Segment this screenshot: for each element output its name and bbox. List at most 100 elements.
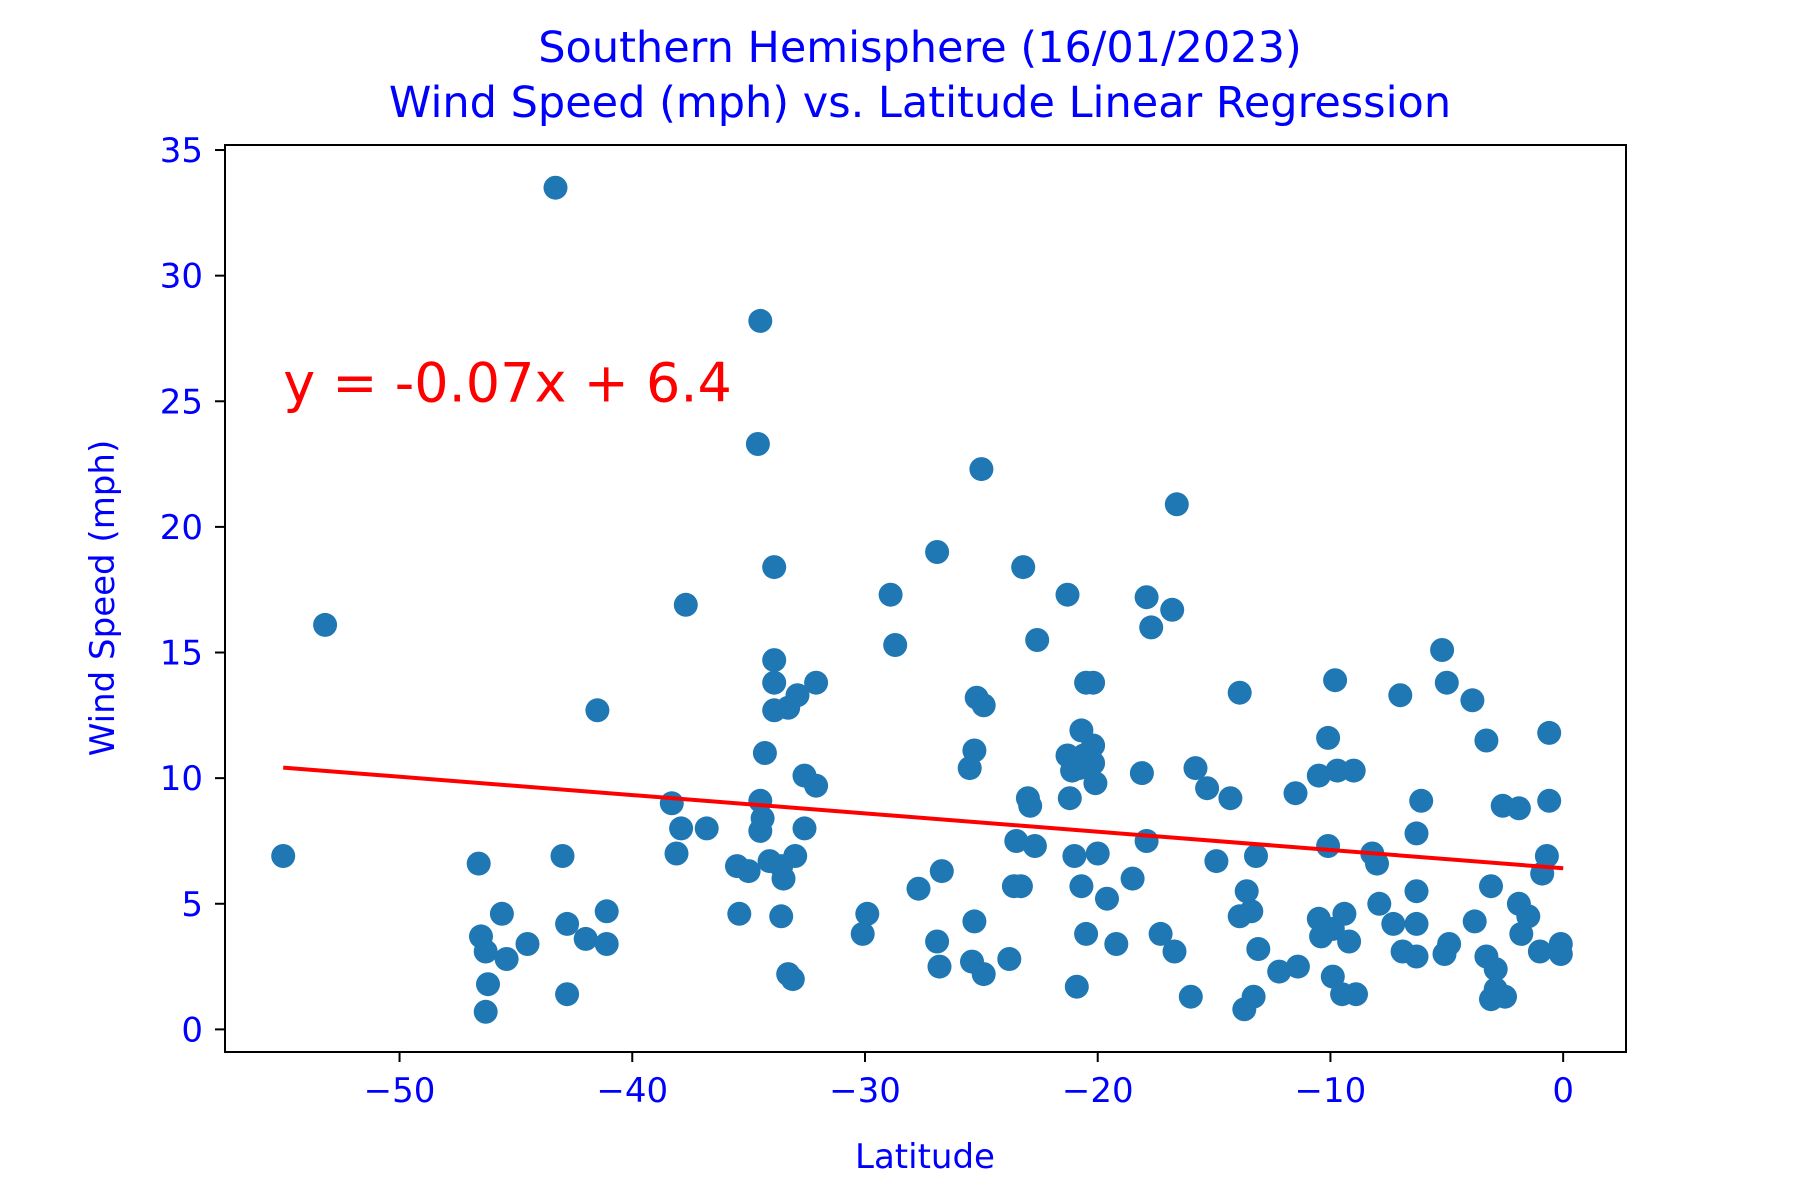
scatter-point	[585, 698, 610, 723]
scatter-point	[925, 929, 950, 954]
scatter-point	[783, 844, 808, 868]
y-axis: 0 5 10 15 20 25 30 35	[160, 131, 225, 1050]
scatter-point	[1239, 899, 1264, 924]
scatter-point	[555, 982, 580, 1007]
scatter-point	[1404, 944, 1429, 969]
scatter-point	[971, 693, 996, 718]
scatter-point	[1527, 939, 1552, 964]
scatter-point	[1430, 638, 1455, 662]
plot-frame	[224, 144, 1627, 1053]
scatter-point	[1081, 670, 1106, 695]
scatter-point	[1285, 954, 1310, 979]
x-tick-label: −40	[596, 1071, 668, 1111]
scatter-point	[1004, 829, 1029, 853]
scatter-point	[1548, 942, 1573, 966]
scatter-point	[1064, 974, 1089, 999]
scatter-point	[962, 909, 987, 934]
scatter-point	[1227, 680, 1252, 705]
scatter-point	[1367, 891, 1392, 916]
scatter-point	[1267, 959, 1292, 984]
scatter-point	[1246, 937, 1271, 961]
scatter-point	[969, 457, 994, 482]
scatter-point	[594, 932, 619, 956]
scatter-point	[1241, 984, 1266, 1009]
scatter-point	[1083, 771, 1108, 796]
scatter-point	[1516, 904, 1541, 929]
scatter-point	[1134, 585, 1159, 610]
scatter-point	[1018, 793, 1043, 818]
regression-equation: y = -0.07x + 6.4	[283, 351, 732, 414]
scatter-point	[555, 911, 580, 936]
scatter-point	[1506, 796, 1531, 821]
scatter-point	[962, 738, 987, 763]
scatter-point	[1148, 921, 1173, 946]
scatter-point	[1537, 788, 1562, 813]
scatter-point	[1074, 921, 1099, 946]
scatter-point	[762, 648, 787, 673]
scatter-point	[1320, 964, 1345, 989]
y-tick-label: 20	[160, 508, 203, 548]
scatter-point	[850, 921, 875, 946]
scatter-point	[748, 308, 773, 333]
scatter-point	[473, 939, 498, 964]
scatter-point	[1025, 628, 1050, 652]
scatter-point	[1120, 866, 1145, 891]
y-tick-label: 35	[160, 131, 203, 171]
scatter-point	[1323, 668, 1348, 693]
scatter-point	[1337, 929, 1362, 954]
scatter-point	[1462, 909, 1487, 934]
scatter-point	[1381, 911, 1406, 936]
scatter-point	[1332, 901, 1357, 926]
x-tick-label: −30	[829, 1071, 901, 1111]
scatter-point	[736, 859, 761, 884]
scatter-point	[792, 816, 817, 841]
scatter-point	[878, 582, 903, 607]
scatter-point	[694, 816, 719, 841]
scatter-point	[1479, 874, 1503, 899]
y-tick-label: 10	[160, 759, 203, 799]
scatter-point	[1341, 758, 1366, 783]
scatter-point	[925, 540, 950, 564]
scatter-point	[1164, 492, 1189, 517]
scatter-point	[1204, 849, 1229, 874]
scatter-point	[1139, 615, 1164, 640]
y-tick-label: 25	[160, 382, 203, 422]
scatter-point	[927, 954, 952, 979]
scatter-point	[997, 947, 1022, 971]
scatter-point	[1008, 874, 1033, 899]
scatter-point	[473, 999, 498, 1024]
scatter-point	[313, 612, 338, 637]
scatter-point	[271, 844, 296, 868]
scatter-point	[1218, 786, 1243, 811]
scatter-point	[1534, 844, 1559, 868]
scatter-point	[855, 901, 880, 926]
scatter-point	[476, 972, 500, 997]
scatter-point	[750, 806, 775, 831]
scatter-point	[515, 932, 540, 956]
scatter-point	[771, 866, 796, 891]
scatter-point	[1437, 932, 1462, 956]
regression-line	[283, 765, 1564, 871]
scatter-point	[1404, 879, 1429, 904]
scatter-point	[1081, 751, 1106, 776]
x-axis: −50 −40 −30 −20 −10 0	[364, 1052, 1574, 1111]
scatter-point	[1409, 788, 1434, 813]
scatter-point	[1022, 834, 1047, 858]
scatter-point	[673, 592, 698, 617]
scatter-point	[1081, 733, 1106, 758]
scatter-point	[780, 967, 805, 992]
scatter-point	[1011, 555, 1036, 580]
scatter-point	[1069, 874, 1094, 899]
scatter-point	[1085, 841, 1110, 866]
scatter-point	[1474, 728, 1499, 753]
scatter-point	[1134, 829, 1159, 853]
scatter-point	[543, 175, 568, 200]
scatter-point	[1537, 720, 1562, 745]
scatter-point	[1062, 844, 1087, 868]
scatter-point	[752, 741, 777, 765]
scatter-point	[669, 816, 694, 841]
scatter-point	[664, 841, 689, 866]
chart-title: Southern Hemisphere (16/01/2023)	[538, 23, 1302, 73]
scatter-point	[1178, 984, 1203, 1009]
